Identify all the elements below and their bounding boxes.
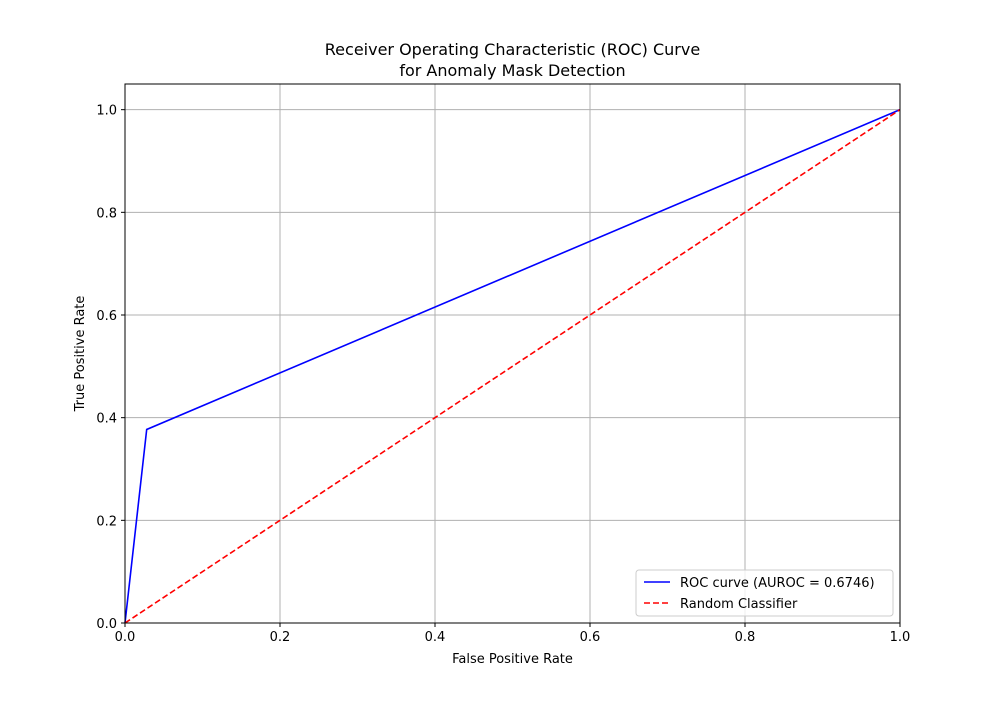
chart-title-line-1: Receiver Operating Characteristic (ROC) … xyxy=(325,40,700,59)
chart-title-line-2: for Anomaly Mask Detection xyxy=(399,61,625,80)
y-tick-label: 0.4 xyxy=(96,412,117,427)
y-tick-label: 0.0 xyxy=(96,617,117,632)
y-axis-label: True Positive Rate xyxy=(73,296,88,413)
plot-frame xyxy=(124,83,901,624)
random-classifier-line xyxy=(124,109,901,624)
series-layer xyxy=(124,108,901,624)
y-tick-label: 0.2 xyxy=(96,514,117,529)
x-tick-label: 0.6 xyxy=(580,630,601,645)
y-tick-label: 1.0 xyxy=(96,104,117,119)
y-tick-label: 0.8 xyxy=(96,206,117,221)
x-tick-label: 0.8 xyxy=(735,630,756,645)
legend-label-random: Random Classifier xyxy=(680,597,798,612)
legend-label-roc: ROC curve (AUROC = 0.6746) xyxy=(680,576,875,591)
x-tick-label: 1.0 xyxy=(890,630,911,645)
tick-layer: 0.0 0.2 0.4 0.6 0.8 1.0 0.0 0.2 0.4 0.6 0.8 1.0 xyxy=(96,104,910,645)
x-tick-label: 0.0 xyxy=(115,630,136,645)
x-tick-label: 0.2 xyxy=(270,630,291,645)
roc-curve-line xyxy=(124,108,901,624)
legend: ROC curve (AUROC = 0.6746) Random Classi… xyxy=(635,569,894,617)
x-tick-label: 0.4 xyxy=(425,630,446,645)
y-tick-label: 0.6 xyxy=(96,309,117,324)
legend-box xyxy=(635,569,894,617)
x-axis-label: False Positive Rate xyxy=(452,652,573,667)
grid-layer xyxy=(124,84,901,624)
